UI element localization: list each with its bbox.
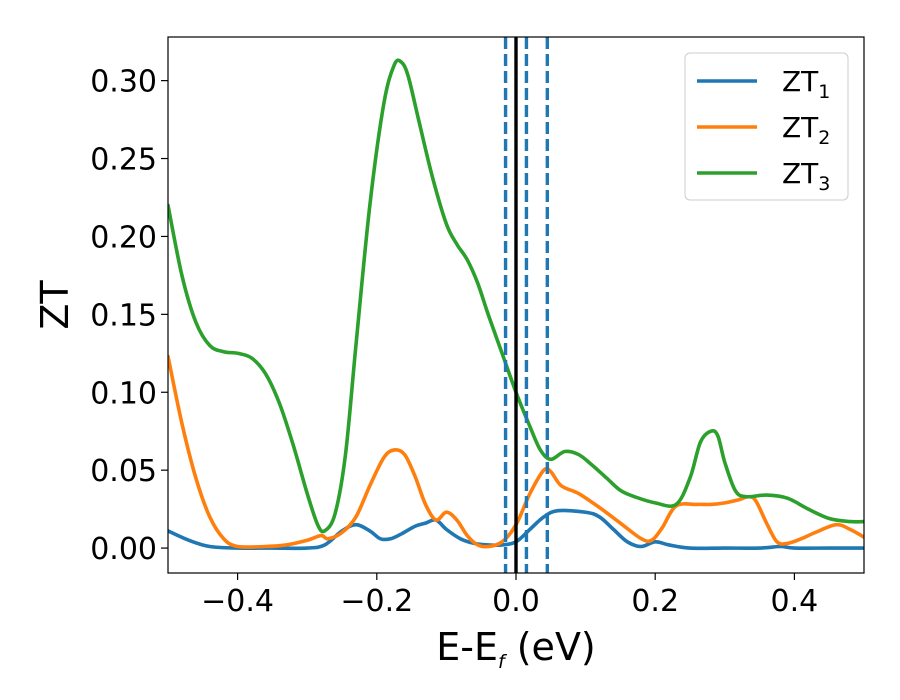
y-tick-label: 0.15	[90, 298, 157, 333]
legend-label-subscript: 3	[818, 173, 830, 195]
x-tick-label: 0.4	[771, 584, 819, 619]
legend-label-main: ZT	[782, 65, 819, 98]
legend-frame	[684, 52, 849, 201]
legend-label-main: ZT	[782, 111, 819, 144]
legend-label-zt1: ZT1	[782, 65, 830, 103]
y-tick-label: 0.30	[90, 65, 157, 100]
legend-label-subscript: 2	[818, 127, 830, 149]
legend-label-zt3: ZT3	[782, 157, 830, 195]
y-axis: 0.00 0.05 0.10 0.15 0.20 0.25 0.30	[90, 65, 168, 567]
x-tick-label: 0.0	[492, 584, 540, 619]
y-tick-label: 0.20	[90, 220, 157, 255]
x-axis-label-main: E-E	[436, 625, 498, 669]
x-axis-label: E-Ef (eV)	[436, 625, 596, 673]
legend-label-zt2: ZT2	[782, 111, 830, 149]
series-line-zt3	[168, 58, 864, 534]
y-tick-label: 0.10	[90, 376, 157, 411]
x-tick-label: −0.2	[340, 584, 413, 619]
x-tick-label: −0.4	[201, 584, 274, 619]
legend-label-main: ZT	[782, 157, 819, 190]
y-tick-label: 0.00	[90, 532, 157, 567]
x-axis-label-subscript: f	[498, 651, 508, 673]
x-tick-label: 0.2	[631, 584, 679, 619]
y-tick-label: 0.05	[90, 454, 157, 489]
x-axis-label-unit: (eV)	[505, 625, 596, 669]
x-axis: −0.4 −0.2 0.0 0.2 0.4	[201, 573, 818, 619]
y-tick-label: 0.25	[90, 143, 157, 178]
y-axis-label: ZT	[33, 280, 77, 330]
legend-label-subscript: 1	[818, 81, 830, 103]
plot-area	[168, 37, 864, 573]
